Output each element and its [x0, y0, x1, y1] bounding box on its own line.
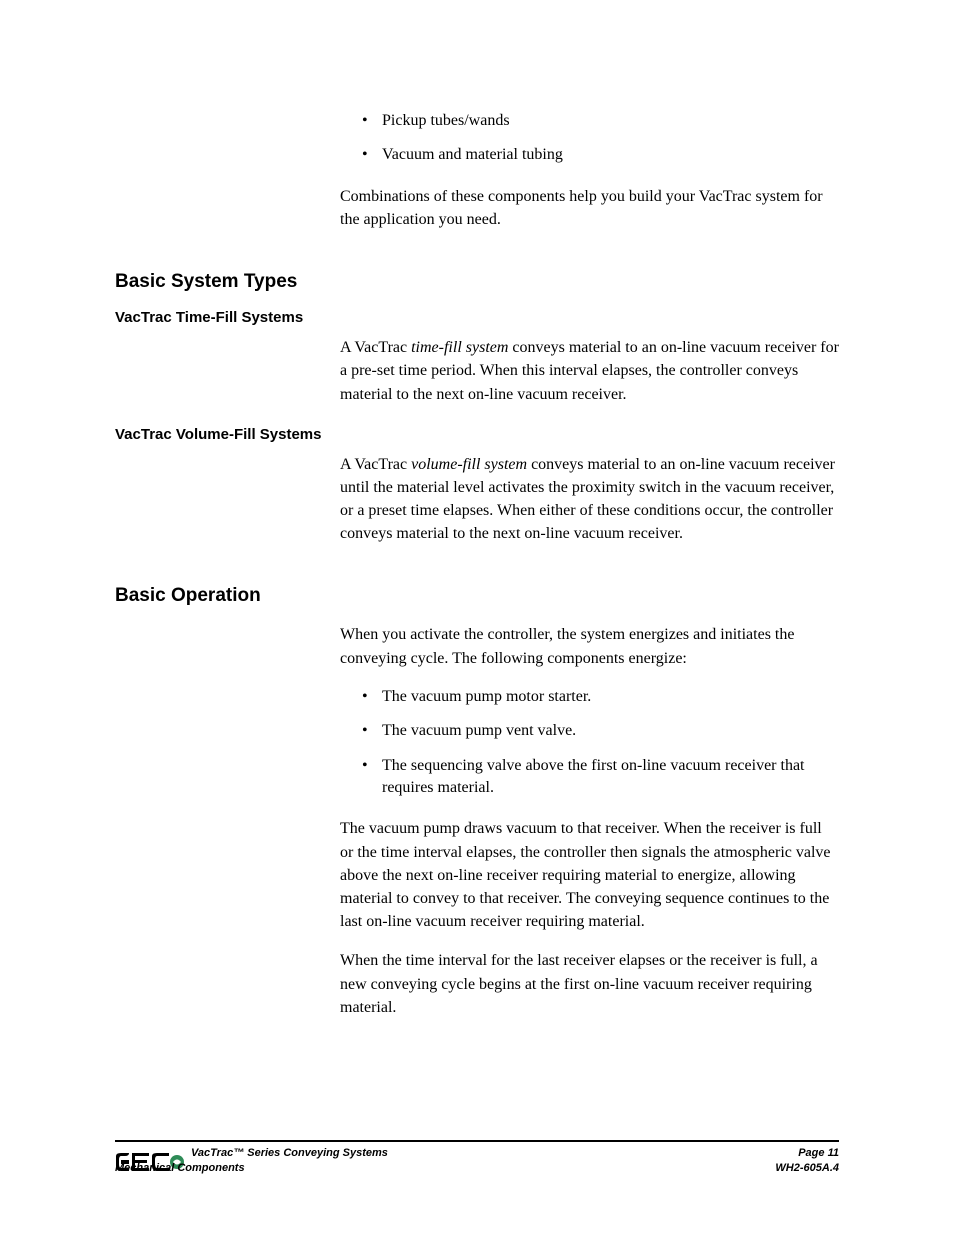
- footer-product-line: VacTrac™ Series Conveying Systems: [191, 1147, 388, 1159]
- list-item: The vacuum pump motor starter.: [340, 686, 839, 708]
- operation-para3: When the time interval for the last rece…: [340, 949, 839, 1019]
- intro-continuation: Pickup tubes/wands Vacuum and material t…: [340, 110, 839, 231]
- list-item: Vacuum and material tubing: [340, 144, 839, 166]
- footer-section-line: Mechanical Components: [115, 1161, 245, 1175]
- intro-paragraph: Combinations of these components help yo…: [340, 185, 839, 231]
- time-fill-body: A VacTrac time-fill system conveys mater…: [340, 336, 839, 406]
- footer-page-number: Page 11: [798, 1147, 839, 1159]
- list-item: Pickup tubes/wands: [340, 110, 839, 132]
- heading-basic-operation: Basic Operation: [115, 585, 839, 607]
- volume-fill-body: A VacTrac volume-fill system conveys mat…: [340, 453, 839, 546]
- volume-fill-paragraph: A VacTrac volume-fill system conveys mat…: [340, 453, 839, 546]
- footer-right: Page 11 WH2-605A.4: [775, 1146, 839, 1175]
- footer-left: VacTrac™ Series Conveying Systems Mechan…: [115, 1146, 388, 1175]
- footer-rule: [115, 1140, 839, 1142]
- footer-doc-code: WH2-605A.4: [775, 1162, 839, 1174]
- heading-volume-fill: VacTrac Volume-Fill Systems: [115, 426, 839, 443]
- energize-list: The vacuum pump motor starter. The vacuu…: [340, 686, 839, 800]
- heading-basic-system-types: Basic System Types: [115, 271, 839, 293]
- basic-operation-body: When you activate the controller, the sy…: [340, 623, 839, 1018]
- heading-time-fill: VacTrac Time-Fill Systems: [115, 309, 839, 326]
- page-footer: VacTrac™ Series Conveying Systems Mechan…: [115, 1140, 839, 1175]
- text-run: A VacTrac: [340, 339, 411, 356]
- operation-para2: The vacuum pump draws vacuum to that rec…: [340, 817, 839, 933]
- list-item: The vacuum pump vent valve.: [340, 720, 839, 742]
- time-fill-paragraph: A VacTrac time-fill system conveys mater…: [340, 336, 839, 406]
- text-run: A VacTrac: [340, 456, 411, 473]
- italic-term: time-fill system: [411, 339, 508, 356]
- operation-intro: When you activate the controller, the sy…: [340, 623, 839, 669]
- list-item: The sequencing valve above the first on-…: [340, 755, 839, 800]
- component-list: Pickup tubes/wands Vacuum and material t…: [340, 110, 839, 167]
- italic-term: volume-fill system: [411, 456, 527, 473]
